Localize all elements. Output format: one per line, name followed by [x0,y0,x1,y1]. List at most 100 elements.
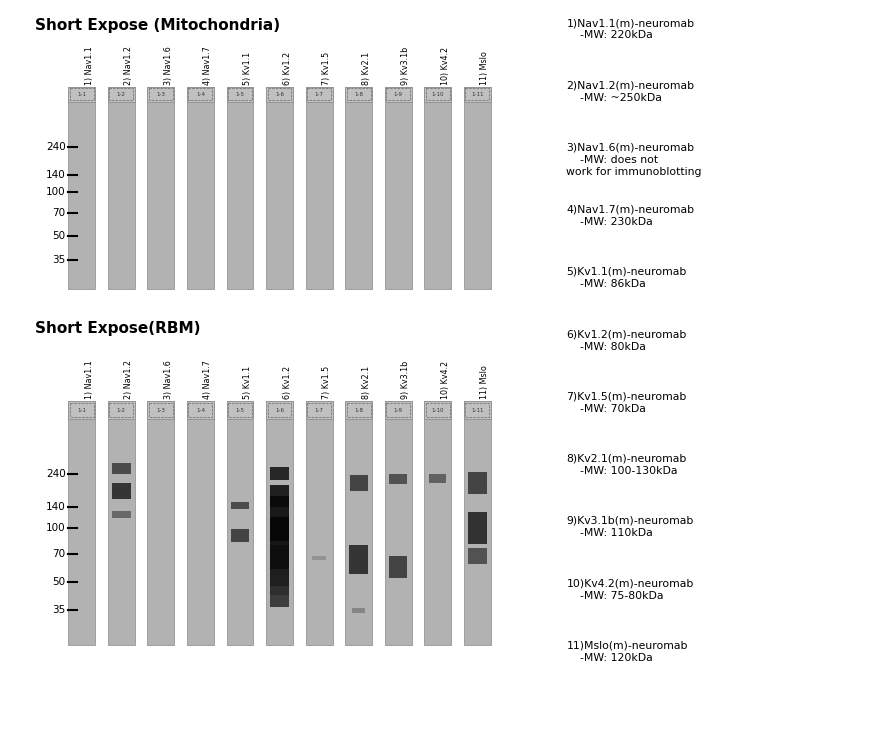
Bar [305,401,332,419]
Text: 1-2: 1-2 [117,407,125,412]
Text: 7) Kv1.5: 7) Kv1.5 [322,366,331,399]
Text: 240: 240 [46,142,66,152]
Bar [189,88,212,101]
Bar [384,401,411,419]
Text: 1-4: 1-4 [196,407,204,412]
Bar [226,87,253,101]
Text: 70: 70 [53,548,66,558]
Text: 10) Kv4.2: 10) Kv4.2 [440,47,449,85]
Text: 8) Kv2.1: 8) Kv2.1 [361,52,370,85]
Bar [424,401,451,419]
Bar [108,87,134,101]
Text: 1-11: 1-11 [471,92,483,97]
Bar [463,87,490,288]
Text: 10) Kv4.2: 10) Kv4.2 [440,361,449,399]
Text: 140: 140 [46,169,66,180]
Bar [463,401,490,419]
Text: 3) Nav1.6: 3) Nav1.6 [164,360,173,399]
Text: 1-9: 1-9 [393,92,403,97]
Bar [312,556,325,560]
Bar [266,87,293,101]
Text: 70: 70 [53,208,66,218]
Text: 1-7: 1-7 [314,407,324,412]
Text: 1-8: 1-8 [353,407,363,412]
Bar [111,511,131,518]
Text: 240: 240 [46,469,66,479]
Text: 1) Nav1.1: 1) Nav1.1 [85,360,94,399]
Bar [425,88,449,101]
Bar [467,512,487,544]
Text: 7)Kv1.5(m)-neuromab
    -MW: 70kDa: 7)Kv1.5(m)-neuromab -MW: 70kDa [566,391,686,414]
Text: 1)Nav1.1(m)-neuromab
    -MW: 220kDa: 1)Nav1.1(m)-neuromab -MW: 220kDa [566,18,694,40]
Bar [187,401,214,645]
Bar [429,474,446,483]
Bar [467,472,487,494]
Bar [226,401,253,645]
Bar [463,401,490,645]
Bar [305,401,332,645]
Bar [269,496,289,541]
Bar [269,466,289,480]
Bar [228,402,252,418]
Bar [108,87,134,288]
Bar [307,88,331,101]
Bar [307,402,331,418]
Bar [465,402,488,418]
Bar [226,87,253,288]
Text: 35: 35 [53,605,66,615]
Bar [68,87,95,288]
Text: Short Expose (Mitochondria): Short Expose (Mitochondria) [35,18,280,33]
Text: 6)Kv1.2(m)-neuromab
    -MW: 80kDa: 6)Kv1.2(m)-neuromab -MW: 80kDa [566,329,686,352]
Text: 9)Kv3.1b(m)-neuromab
    -MW: 110kDa: 9)Kv3.1b(m)-neuromab -MW: 110kDa [566,516,693,538]
Bar [231,529,249,542]
Text: Short Expose(RBM): Short Expose(RBM) [35,320,200,336]
Text: 5) Kv1.1: 5) Kv1.1 [243,52,252,85]
Bar [349,545,367,574]
Text: 1-1: 1-1 [77,92,86,97]
Bar [149,402,173,418]
Bar [147,401,175,419]
Text: 4) Nav1.7: 4) Nav1.7 [203,360,212,399]
Bar [266,87,293,288]
Bar [267,88,291,101]
Text: 1-5: 1-5 [235,92,244,97]
Bar [269,545,289,586]
Bar [352,608,365,612]
Bar [111,483,131,499]
Bar [386,402,410,418]
Text: 1-4: 1-4 [196,92,204,97]
Text: 2) Nav1.2: 2) Nav1.2 [125,360,133,399]
Bar [110,88,133,101]
Text: 1-2: 1-2 [117,92,125,97]
Text: 1-6: 1-6 [275,92,284,97]
Bar [305,87,332,101]
Text: 5) Kv1.1: 5) Kv1.1 [243,366,252,399]
Bar [269,517,289,569]
Bar [349,475,367,491]
Text: 1-8: 1-8 [353,92,363,97]
Bar [467,548,487,564]
Text: 2)Nav1.2(m)-neuromab
    -MW: ~250kDa: 2)Nav1.2(m)-neuromab -MW: ~250kDa [566,80,694,103]
Bar [187,87,214,288]
Bar [68,401,95,645]
Text: 1-10: 1-10 [431,92,444,97]
Text: 4) Nav1.7: 4) Nav1.7 [203,46,212,85]
Bar [231,502,248,510]
Text: 1-3: 1-3 [156,92,165,97]
Bar [345,401,372,419]
Bar [189,402,212,418]
Text: 11) Mslo: 11) Mslo [480,51,488,85]
Bar [269,576,289,595]
Bar [68,401,95,419]
Bar [425,402,449,418]
Bar [187,401,214,419]
Bar [226,401,253,419]
Bar [147,87,175,288]
Text: 1-1: 1-1 [77,407,86,412]
Bar [70,402,94,418]
Bar [147,87,175,101]
Bar [266,401,293,419]
Bar [384,401,411,645]
Bar [108,401,134,645]
Text: 1-5: 1-5 [235,407,244,412]
